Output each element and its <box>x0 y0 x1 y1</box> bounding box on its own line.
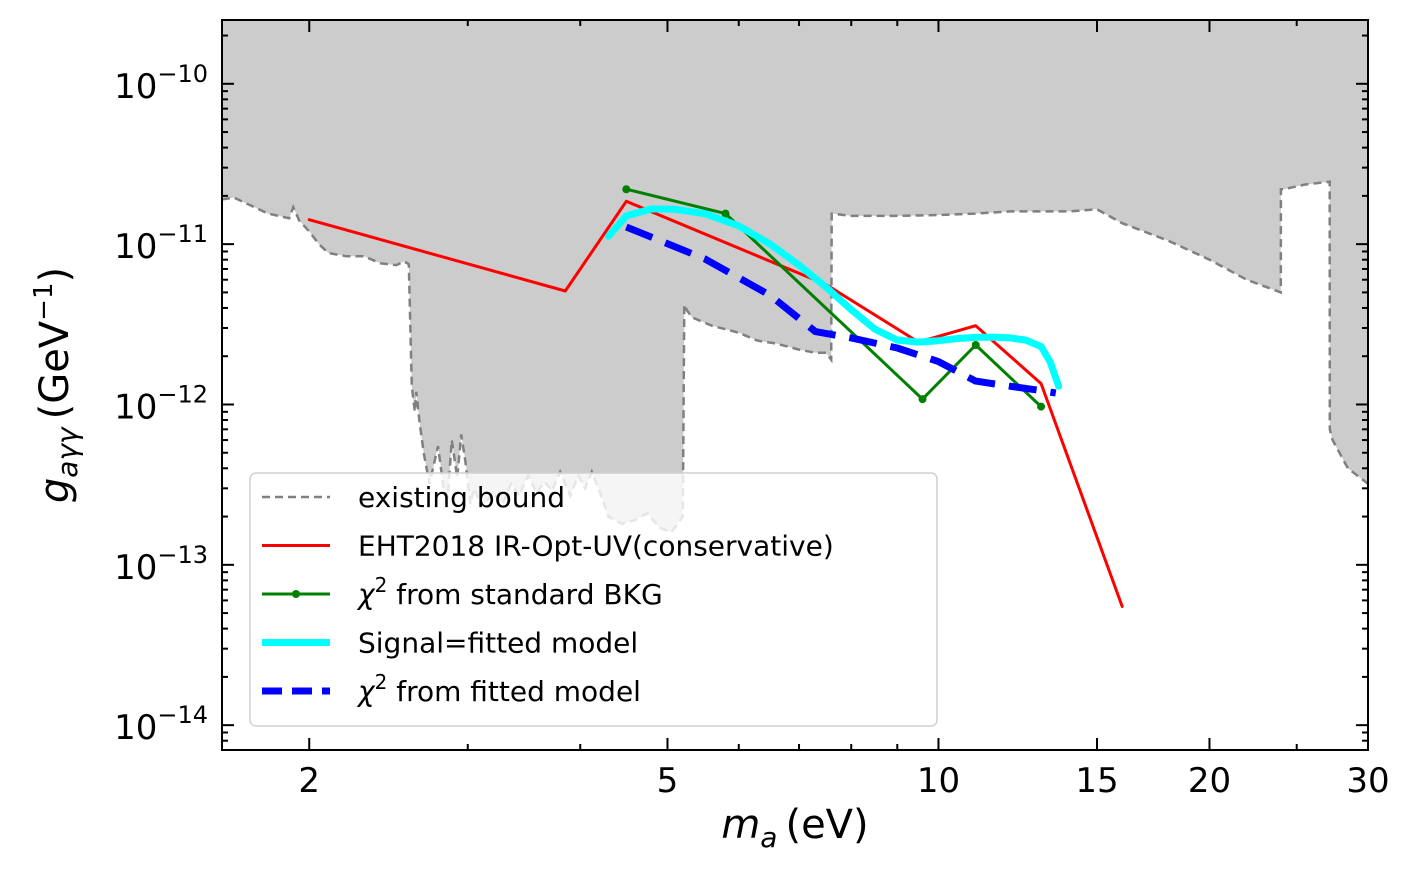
legend-marker <box>292 590 300 598</box>
chi2-standard-bkg-point <box>918 395 927 404</box>
chi2-standard-bkg-point <box>1037 402 1046 411</box>
y-tick-label: 10−13 <box>114 541 208 588</box>
x-axis-label: ma (eV) <box>721 802 868 854</box>
x-tick-label: 5 <box>657 761 679 801</box>
chi2-standard-bkg-point <box>971 340 980 349</box>
legend-label-chi_fit: χ2 from fitted model <box>356 670 641 708</box>
plot-frame <box>221 19 1369 751</box>
legend: existing bound EHT2018 IR-Opt-UV(conserva… <box>249 472 938 727</box>
x-tick-labels: 2 5 10 15 20 30 <box>298 761 1389 801</box>
legend-box <box>249 472 938 727</box>
x-tick-label: 20 <box>1188 761 1231 801</box>
x-tick-label: 2 <box>298 761 320 801</box>
y-tick-label: 10−12 <box>114 380 208 427</box>
chi2-standard-bkg-point <box>622 185 631 194</box>
signal-fitted-model-line <box>605 205 1063 390</box>
y-tick-label: 10−14 <box>114 701 208 748</box>
axis-ticks <box>222 20 1369 751</box>
chi2-fitted-model-line <box>624 223 1057 397</box>
y-tick-labels: 10−14 10−13 10−12 10−11 10−10 <box>114 60 208 748</box>
y-axis-label: gaγγ(GeV−1) <box>29 267 84 503</box>
legend-label-existing: existing bound <box>358 481 565 514</box>
legend-label-signal: Signal=fitted model <box>358 627 638 660</box>
eht2018-line <box>307 199 1124 608</box>
x-tick-label: 30 <box>1346 761 1389 801</box>
existing-bound-fill <box>222 20 1368 533</box>
chi2-standard-bkg-point <box>721 209 730 218</box>
existing-bound-region <box>222 20 1368 534</box>
legend-label-chi_std: χ2 from standard BKG <box>356 573 663 611</box>
x-tick-label: 10 <box>917 761 960 801</box>
y-tick-label: 10−11 <box>114 220 208 267</box>
legend-label-eht: EHT2018 IR-Opt-UV(conservative) <box>358 530 834 563</box>
series-lines <box>307 185 1124 608</box>
y-tick-label: 10−10 <box>114 60 208 107</box>
x-tick-label: 15 <box>1075 761 1118 801</box>
